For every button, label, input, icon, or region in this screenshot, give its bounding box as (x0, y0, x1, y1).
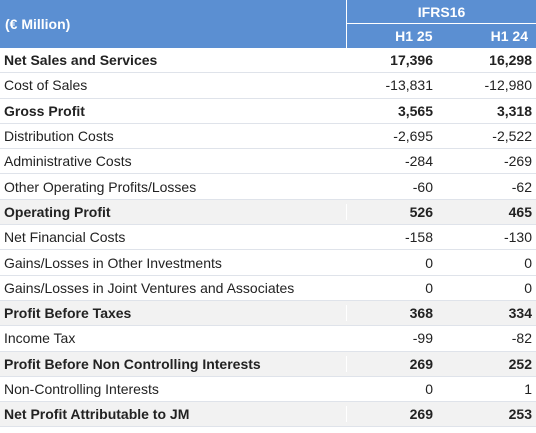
value-h1-25: 0 (346, 279, 441, 296)
unit-label: (€ Million) (5, 16, 71, 32)
table-row: Income Tax -99 -82 (0, 326, 536, 352)
value-h1-24: 334 (508, 305, 532, 322)
table-row: Non-Controlling Interests 0 1 (0, 377, 536, 403)
table-row: Cost of Sales -13,831 -12,980 (0, 73, 536, 99)
table-row: Other Operating Profits/Losses -60 -62 (0, 174, 536, 200)
table-row: Net Profit Attributable to JM 269 253 (0, 402, 536, 428)
value-h1-25: 3,565 (346, 102, 441, 119)
row-label: Net Sales and Services (4, 52, 158, 69)
table-header: (€ Million) IFRS16 H1 25 H1 24 (0, 0, 536, 48)
value-h1-24: -269 (503, 153, 532, 170)
row-label: Profit Before Non Controlling Interests (4, 355, 261, 372)
value-h1-24: -62 (511, 178, 532, 195)
value-h1-24: 16,298 (489, 52, 532, 69)
value-h1-25: 0 (346, 254, 441, 271)
row-label: Non-Controlling Interests (4, 381, 159, 397)
row-label: Gross Profit (4, 102, 85, 119)
ifrs16-group: IFRS16 H1 25 H1 24 (346, 0, 536, 48)
value-h1-25: 269 (346, 355, 441, 372)
row-label: Profit Before Taxes (4, 305, 132, 322)
row-label: Income Tax (4, 330, 76, 347)
value-h1-25: 526 (346, 203, 441, 220)
value-h1-25: -2,695 (346, 128, 441, 145)
table-row: Profit Before Non Controlling Interests 2… (0, 351, 536, 377)
value-h1-24: 0 (524, 279, 532, 296)
row-label: Net Profit Attributable to JM (4, 406, 190, 423)
value-h1-25: -284 (346, 153, 441, 170)
value-h1-25: 368 (346, 305, 441, 322)
row-label: Gains/Losses in Other Investments (4, 254, 222, 271)
table-body: Net Sales and Services 17,396 16,298 Cost o… (0, 48, 536, 428)
value-h1-24: 253 (508, 406, 532, 423)
value-h1-24: -82 (511, 330, 532, 347)
table-row: Gross Profit 3,565 3,318 (0, 98, 536, 124)
value-h1-24: 252 (508, 355, 532, 372)
value-h1-24: 3,318 (496, 102, 532, 119)
value-h1-25: -60 (346, 178, 441, 195)
value-h1-24: 465 (508, 203, 532, 220)
table-row: Net Financial Costs -158 -130 (0, 225, 536, 251)
row-label: Distribution Costs (4, 128, 114, 145)
table-row: Gains/Losses in Other Investments 0 0 (0, 250, 536, 276)
row-label: Cost of Sales (4, 77, 88, 94)
table-row: Distribution Costs -2,695 -2,522 (0, 124, 536, 150)
value-h1-24: 0 (524, 254, 532, 271)
table-row: Profit Before Taxes 368 334 (0, 300, 536, 327)
value-h1-25: 0 (346, 381, 441, 397)
value-h1-25: 17,396 (346, 52, 441, 69)
value-h1-24: -130 (503, 229, 532, 246)
period-h1-24: H1 24 (490, 28, 528, 44)
value-h1-24: -2,522 (492, 128, 532, 145)
table-row: Administrative Costs -284 -269 (0, 149, 536, 175)
row-label: Net Financial Costs (4, 229, 126, 246)
table-row: Gains/Losses in Joint Ventures and Assoc… (0, 276, 536, 301)
value-h1-25: -158 (346, 229, 441, 246)
value-h1-24: -12,980 (484, 77, 532, 94)
group-title: IFRS16 (347, 0, 536, 24)
period-headers: H1 25 H1 24 (347, 24, 536, 48)
row-label: Other Operating Profits/Losses (4, 178, 197, 195)
value-h1-25: 269 (346, 406, 441, 423)
row-label: Gains/Losses in Joint Ventures and Assoc… (4, 279, 295, 296)
period-h1-25: H1 25 (395, 28, 433, 44)
value-h1-25: -13,831 (346, 77, 441, 94)
row-label: Administrative Costs (4, 153, 132, 170)
row-label: Operating Profit (4, 203, 111, 220)
table-row: Net Sales and Services 17,396 16,298 (0, 48, 536, 74)
value-h1-25: -99 (346, 330, 441, 347)
value-h1-24: 1 (524, 381, 532, 397)
table-row: Operating Profit 526 465 (0, 199, 536, 226)
